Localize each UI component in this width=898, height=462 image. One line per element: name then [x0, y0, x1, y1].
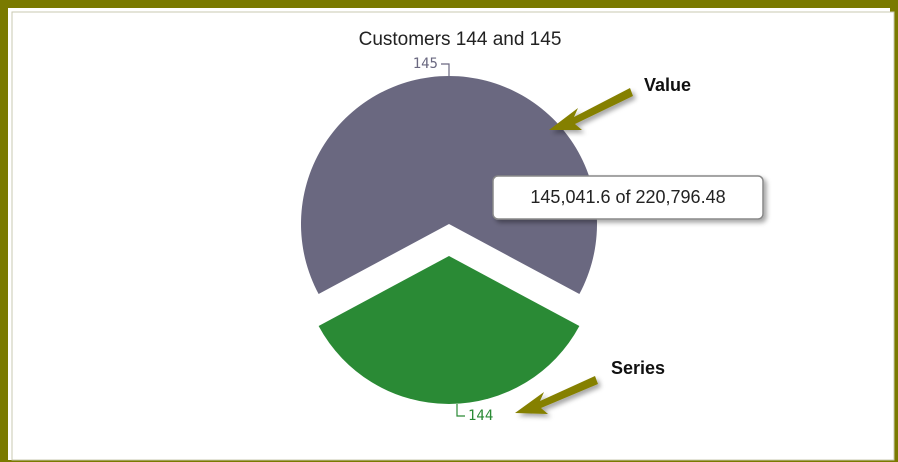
- leader-line: [456, 404, 465, 417]
- slice-label: 144: [468, 408, 493, 424]
- tooltip-box: [492, 175, 764, 220]
- pie: 145 144: [301, 56, 597, 424]
- arrow: [549, 88, 633, 130]
- tooltip: 145,041.6 of 220,796.48: [530, 187, 725, 207]
- slice: [301, 76, 597, 295]
- annotation: Value: [644, 75, 691, 95]
- annotation: Series: [611, 358, 665, 378]
- arrow: [515, 376, 598, 414]
- slice-label: 145: [413, 56, 438, 72]
- leader-line: [441, 63, 450, 76]
- slice: [318, 256, 580, 405]
- chart-title: Customers 144 and 145: [359, 29, 562, 50]
